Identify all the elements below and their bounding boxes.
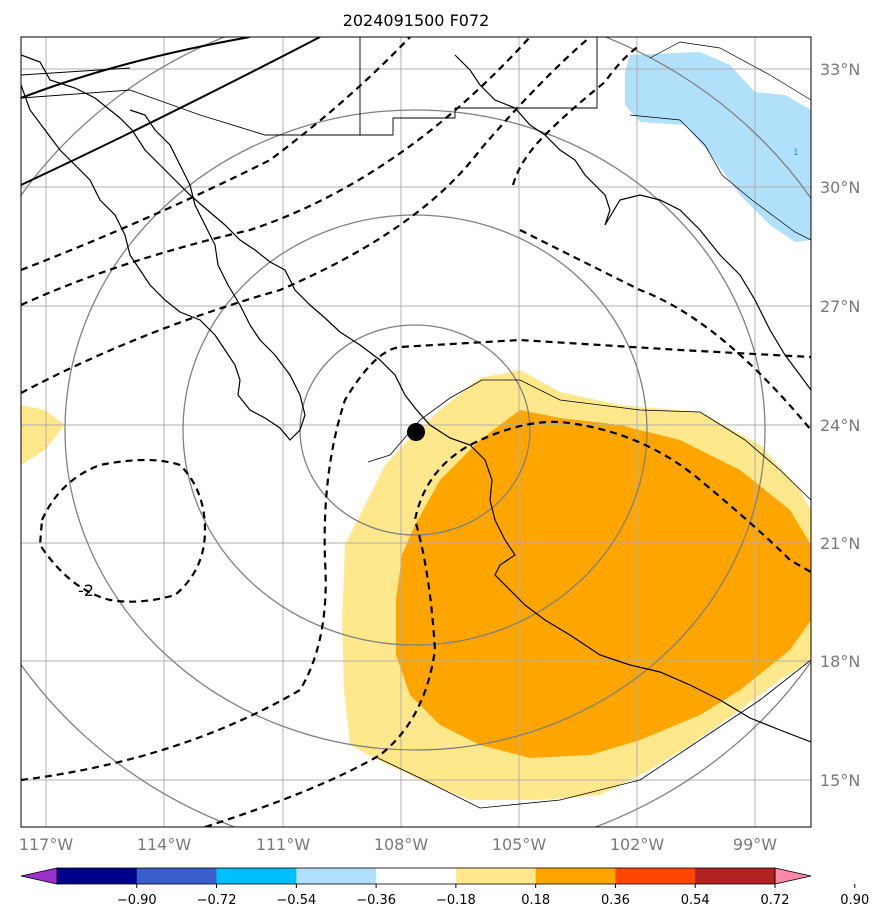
lat-tick-label: 24°N [820, 416, 860, 435]
lon-tick-label: 114°W [137, 835, 192, 854]
solid-contours [21, 37, 321, 186]
shading-light-blue [625, 52, 811, 242]
lat-tick-label: 21°N [820, 534, 860, 553]
plot-area: -2 1 [21, 37, 811, 827]
colorbar-extend-max [774, 867, 812, 885]
colorbar-segment [695, 868, 776, 884]
colorbar: −0.90 −0.72 −0.54 −0.36 −0.18 0.18 0.36 0.54 0.7… [20, 867, 869, 908]
colorbar-tick-label: 0.72 [761, 893, 790, 908]
lon-tick-label: 105°W [492, 835, 547, 854]
colorbar-segment [136, 868, 218, 884]
colorbar-segment [296, 868, 377, 884]
colorbar-tick-label: 0.54 [681, 893, 710, 908]
contour-label-1: 1 [793, 148, 799, 158]
shading-orange [396, 410, 811, 758]
colorbar-tick-label: −0.54 [276, 893, 316, 908]
lat-tick-label: 15°N [820, 771, 860, 790]
lon-tick-label: 99°W [733, 835, 777, 854]
lon-tick-label: 108°W [374, 835, 429, 854]
contour-label-minus-2: -2 [78, 581, 94, 600]
shading-light-yellow-west [21, 405, 65, 465]
lat-tick-label: 18°N [820, 652, 860, 671]
colorbar-segment [216, 868, 297, 884]
colorbar-tick-label: 0.36 [601, 893, 630, 908]
plot-frame [20, 36, 812, 828]
light-blue-outline [629, 41, 811, 241]
lat-tick-labels: 33°N 30°N 27°N 24°N 21°N 18°N 15°N [820, 60, 860, 790]
colorbar-outline [56, 867, 776, 885]
lon-tick-label: 102°W [610, 835, 665, 854]
colorbar-tick-label: −0.72 [197, 893, 237, 908]
lat-tick-label: 27°N [820, 297, 860, 316]
colorbar-tick-label: −0.18 [436, 893, 476, 908]
colorbar-segment [57, 868, 138, 884]
colorbar-tick-label: −0.36 [356, 893, 396, 908]
coastlines [21, 54, 811, 743]
colorbar-tick-label: 0.18 [521, 893, 550, 908]
borders [21, 37, 598, 136]
colorbar-extend-min [20, 867, 58, 885]
colorbar-tick-label: 0.90 [840, 893, 869, 908]
lon-tick-labels: 117°W 114°W 111°W 108°W 105°W 102°W 99°W [19, 835, 777, 854]
lat-tick-label: 33°N [820, 60, 860, 79]
storm-center-marker [407, 423, 425, 441]
dashed-contours [21, 37, 811, 827]
lat-tick-label: 30°N [820, 178, 860, 197]
colorbar-segment [376, 868, 457, 884]
colorbar-segment [455, 868, 537, 884]
colorbar-segment [615, 868, 696, 884]
lon-tick-label: 111°W [256, 835, 311, 854]
colorbar-tick-label: −0.90 [117, 893, 157, 908]
colorbar-segment [535, 868, 616, 884]
map-title: 2024091500 F072 [343, 11, 490, 30]
lon-tick-label: 117°W [19, 835, 74, 854]
